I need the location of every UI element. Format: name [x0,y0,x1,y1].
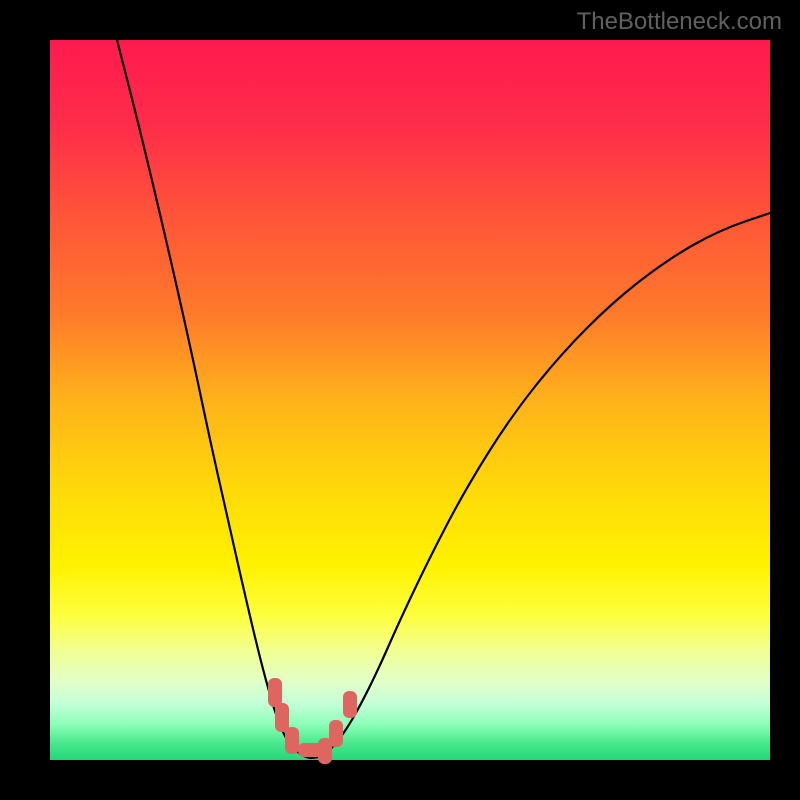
marker-2 [285,727,299,754]
marker-5 [329,720,343,747]
marker-6 [343,691,357,718]
plot-area [50,40,770,760]
watermark-text: TheBottleneck.com [577,8,782,36]
gradient-background [50,40,770,760]
chart-svg [50,40,770,760]
